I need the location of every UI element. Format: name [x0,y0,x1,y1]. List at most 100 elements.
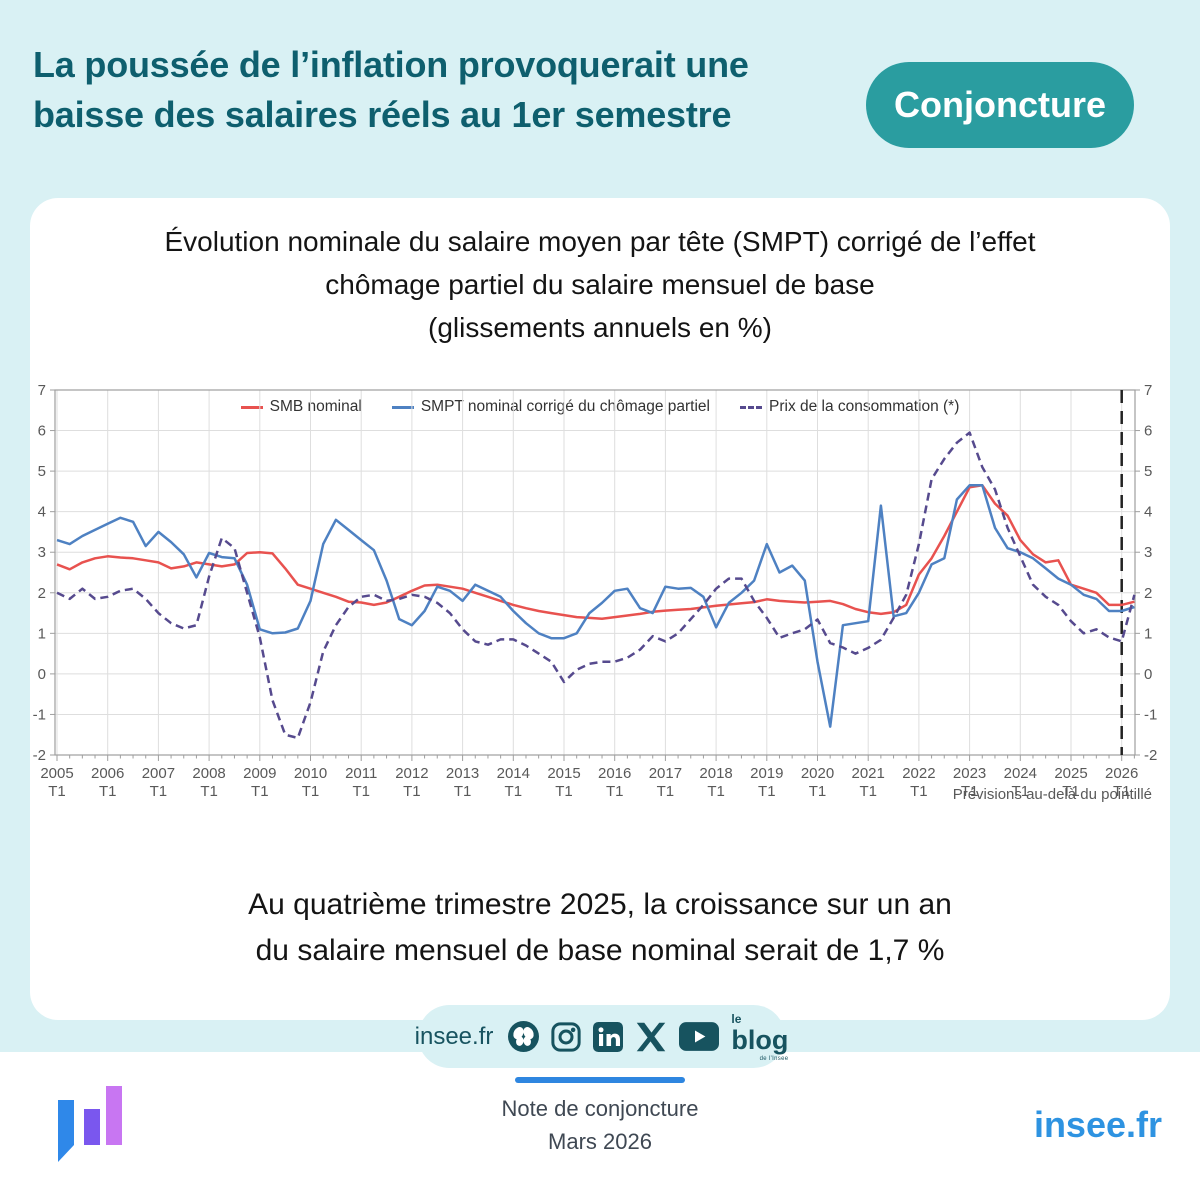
svg-text:2019: 2019 [750,765,783,782]
svg-text:T1: T1 [99,783,117,800]
svg-text:2024: 2024 [1004,765,1037,782]
chart-caption: Au quatrième trimestre 2025, la croissan… [30,882,1170,974]
svg-text:5: 5 [1144,463,1152,480]
footer-divider [515,1077,685,1083]
svg-text:2: 2 [38,585,46,602]
svg-text:T1: T1 [454,783,472,800]
svg-text:2023: 2023 [953,765,986,782]
footer-site-link[interactable]: insee.fr [1033,1104,1162,1145]
chart-axes: 7 76 65 54 43 32 21 10 0-1 -1-2 -22005T12006T12007… [33,382,1158,800]
svg-text:T1: T1 [910,783,928,800]
svg-text:0: 0 [38,666,46,683]
footer-note-line2: Mars 2026 [548,1129,652,1154]
svg-text:2017: 2017 [649,765,682,782]
page-title: La poussée de l’inflation provoquerait u… [33,40,749,140]
svg-text:-2: -2 [33,747,46,764]
svg-text:T1: T1 [555,783,573,800]
insee-logo-bar-violet [84,1109,100,1145]
chart-title-line2: chômage partiel du salaire mensuel de ba… [325,269,875,300]
social-site-label[interactable]: insee.fr [414,1022,494,1050]
svg-text:T1: T1 [707,783,725,800]
svg-text:T1: T1 [859,783,877,800]
svg-text:4: 4 [38,504,46,521]
svg-text:7: 7 [1144,382,1152,399]
chart-legend: SMB nominal SMPT nominal corrigé du chôm… [30,398,1170,416]
svg-text:6: 6 [1144,423,1152,440]
svg-text:T1: T1 [352,783,370,800]
footer-note: Note de conjoncture Mars 2026 [0,1092,1200,1158]
page-title-line1: La poussée de l’inflation provoquerait u… [33,44,749,85]
svg-text:-2: -2 [1144,747,1157,764]
instagram-icon[interactable] [551,1021,581,1052]
legend-label-smpt: SMPT nominal corrigé du chômage partiel [420,398,710,415]
insee-logo-bar-blue [58,1100,74,1162]
chart-card: Évolution nominale du salaire moyen par … [30,198,1170,1020]
svg-text:-1: -1 [1144,706,1157,723]
leblog-word: blog [731,1025,789,1055]
legend-marker-smpt [391,405,414,409]
chart-series [56,390,1136,755]
legend-marker-smb [240,405,263,409]
svg-text:T1: T1 [758,783,776,800]
svg-text:2025: 2025 [1054,765,1087,782]
footer-note-line1: Note de conjoncture [501,1096,699,1121]
svg-text:2020: 2020 [801,765,834,782]
svg-text:2014: 2014 [497,765,530,782]
footer-band [0,1052,1200,1200]
svg-text:2008: 2008 [192,765,225,782]
svg-text:T1: T1 [1113,783,1131,800]
svg-text:4: 4 [1144,504,1152,521]
svg-text:1: 1 [1144,625,1152,642]
svg-text:1: 1 [38,625,46,642]
page-title-line2: baisse des salaires réels au 1er semestr… [33,94,732,135]
x-icon[interactable] [635,1022,667,1052]
insee-logo-bar-orchid [106,1086,122,1145]
svg-text:T1: T1 [251,783,269,800]
svg-text:2015: 2015 [547,765,580,782]
insee-logo [58,1086,122,1162]
social-bar: insee.fr [414,1005,789,1068]
svg-text:T1: T1 [403,783,421,800]
legend-marker-prix [740,405,762,409]
linkedin-icon[interactable] [593,1021,624,1052]
chart-grid [55,390,1135,755]
youtube-icon[interactable] [679,1022,720,1051]
svg-text:T1: T1 [48,783,66,800]
svg-text:2007: 2007 [142,765,175,782]
svg-text:T1: T1 [1012,783,1030,800]
chart-title-line3: (glissements annuels en %) [428,312,772,343]
line-chart: 7 76 65 54 43 32 21 10 0-1 -1-2 -22005T12006T12007… [33,382,1158,800]
svg-text:3: 3 [1144,544,1152,561]
svg-text:2011: 2011 [345,765,377,782]
svg-text:2005: 2005 [40,765,73,782]
chart-title: Évolution nominale du salaire moyen par … [30,220,1170,349]
conjoncture-badge: Conjoncture [866,62,1134,148]
svg-text:5: 5 [38,463,46,480]
svg-text:T1: T1 [200,783,218,800]
svg-text:2006: 2006 [91,765,124,782]
svg-text:T1: T1 [657,783,675,800]
svg-text:-1: -1 [33,706,46,723]
svg-text:2018: 2018 [699,765,732,782]
chart-caption-line2: du salaire mensuel de base nominal serai… [255,934,945,967]
chart-caption-line1: Au quatrième trimestre 2025, la croissan… [248,888,952,921]
bluesky-icon[interactable] [508,1021,540,1052]
svg-text:T1: T1 [1062,783,1080,800]
svg-text:T1: T1 [505,783,523,800]
svg-text:2013: 2013 [446,765,479,782]
leblog-logo[interactable]: le blog de l’Insee [731,1013,789,1062]
svg-text:T1: T1 [302,783,320,800]
svg-text:T1: T1 [961,783,979,800]
legend-item-smb: SMB nominal [240,398,362,416]
leblog-le: le [731,1012,742,1026]
svg-text:0: 0 [1144,666,1152,683]
svg-text:2022: 2022 [902,765,935,782]
legend-item-prix: Prix de la consommation (*) [740,398,959,416]
svg-text:T1: T1 [150,783,168,800]
svg-text:2021: 2021 [852,765,885,782]
chart-title-line1: Évolution nominale du salaire moyen par … [164,226,1036,257]
svg-text:7: 7 [38,382,46,399]
svg-text:T1: T1 [606,783,624,800]
forecast-note: Prévisions au-delà du pointillé [952,786,1152,803]
